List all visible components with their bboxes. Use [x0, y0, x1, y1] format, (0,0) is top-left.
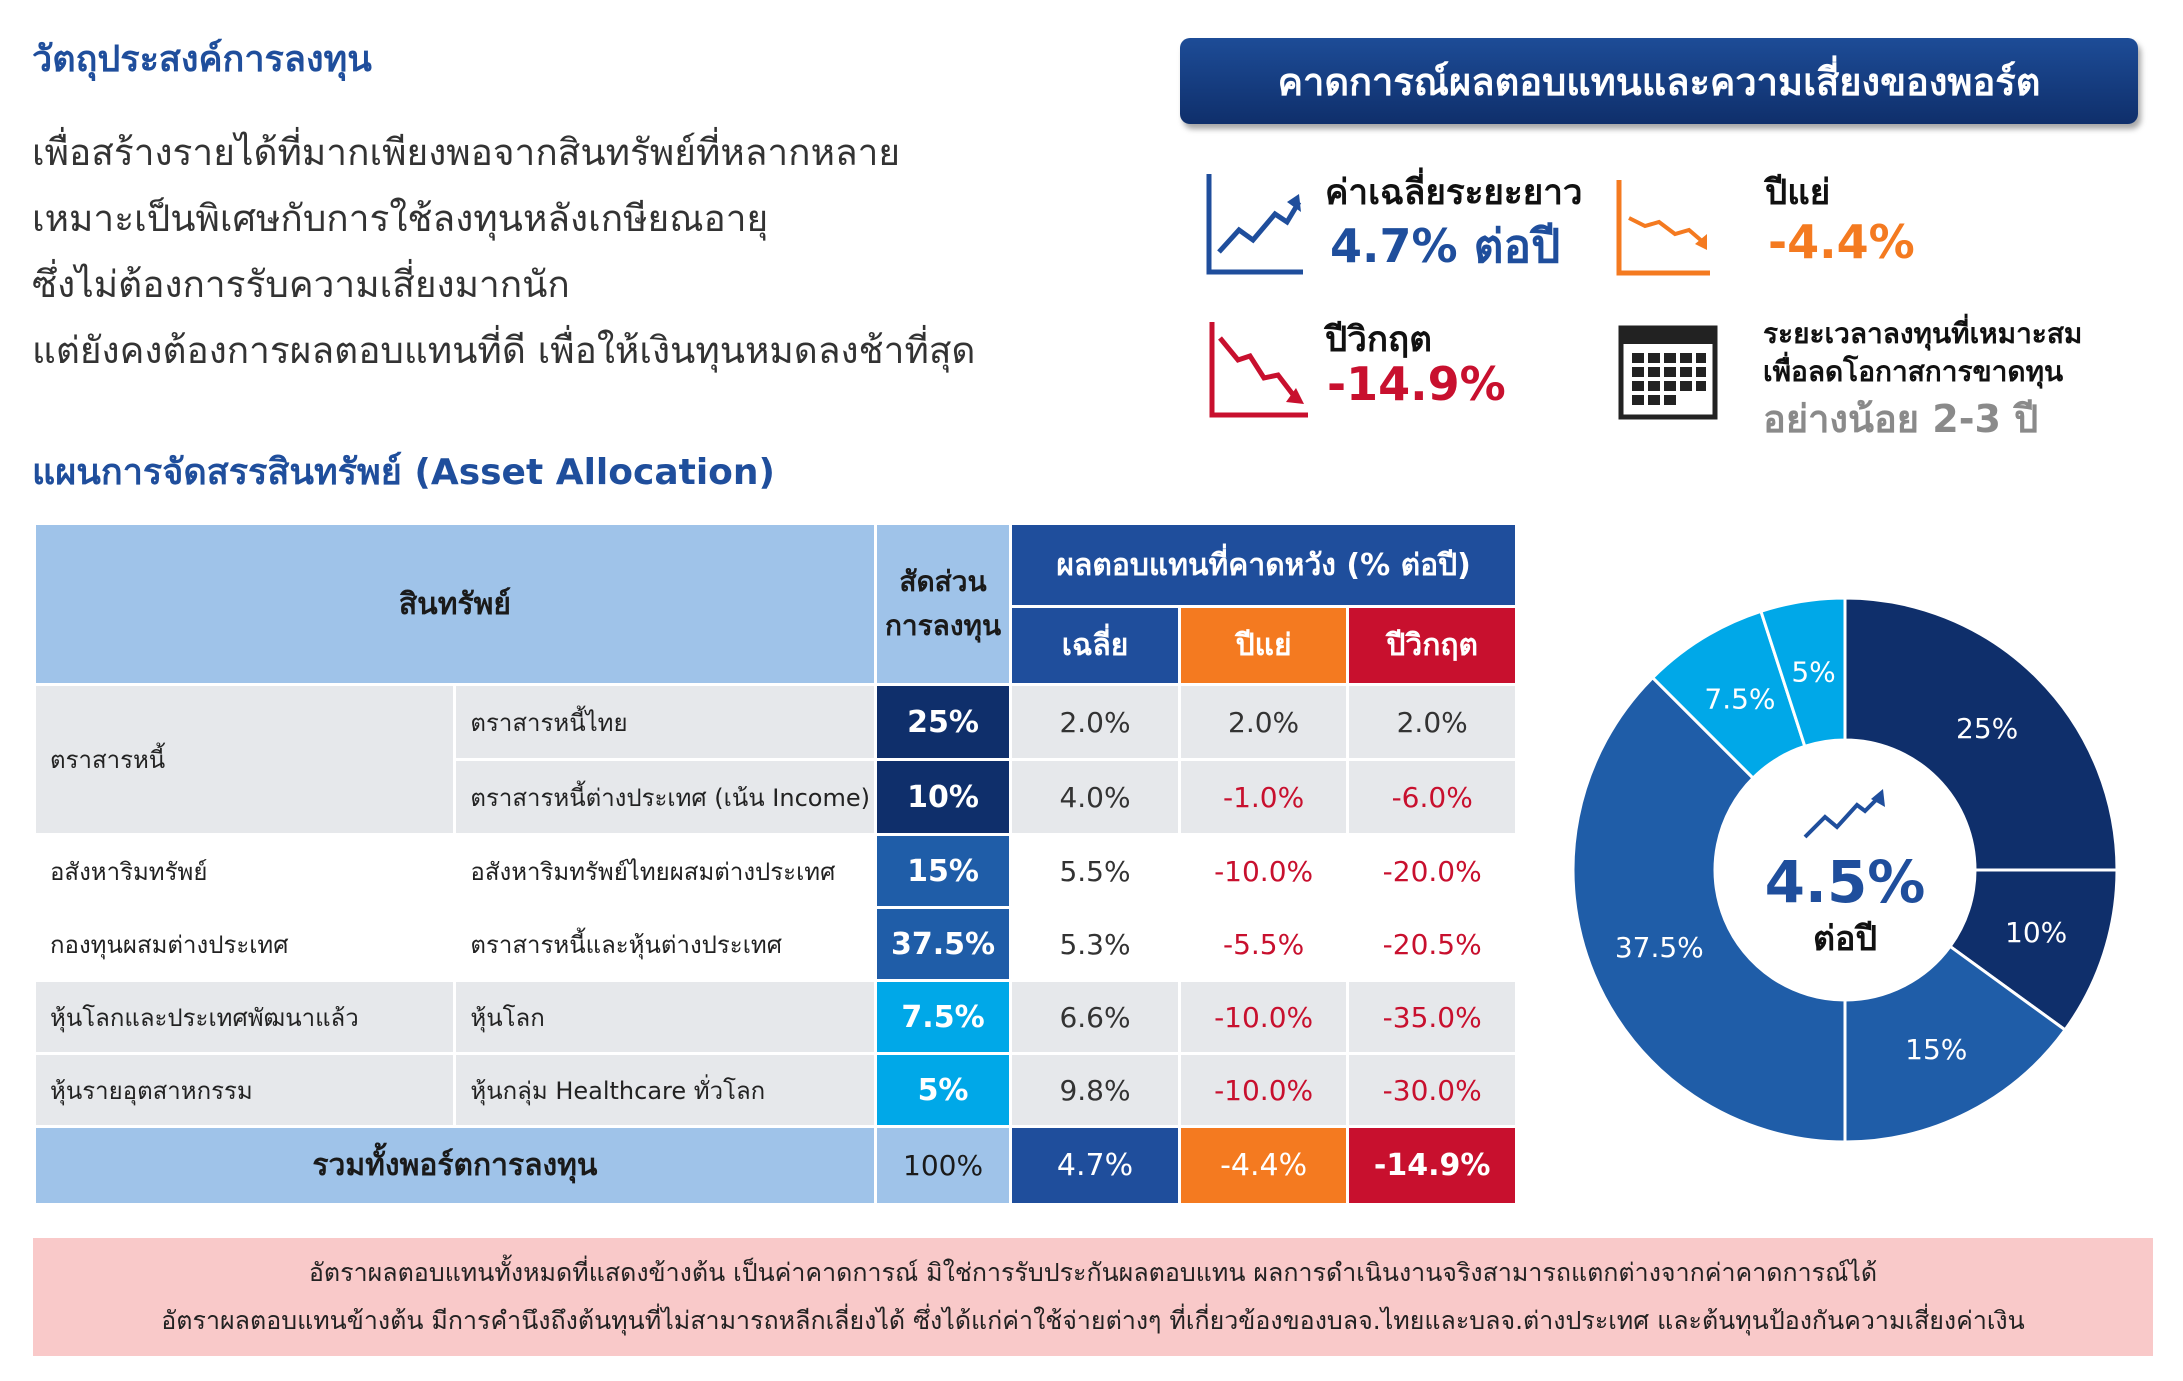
weight-cell: 7.5% [876, 982, 1010, 1052]
objective-line: ซึ่งไม่ต้องการรับความเสี่ยงมากนัก [32, 263, 570, 306]
avg-cell: 4.0% [1012, 761, 1178, 833]
objective-line: เหมาะเป็นพิเศษกับการใช้ลงทุนหลังเกษียณอา… [32, 197, 769, 240]
category-cell: หุ้นโลกและประเทศพัฒนาแล้ว [36, 982, 454, 1052]
bad-year-value: -4.4% [1768, 215, 1915, 269]
weight-cell: 25% [876, 686, 1010, 758]
bad-cell: -5.5% [1180, 909, 1347, 979]
weight-cell: 37.5% [876, 909, 1010, 979]
header-expected-return: ผลตอบแทนที่คาดหวัง (% ต่อปี) [1012, 525, 1515, 605]
avg-cell: 2.0% [1012, 686, 1178, 758]
weight-cell: 15% [876, 836, 1010, 906]
calendar-icon [1618, 325, 1718, 420]
donut-slice-label: 5% [1791, 655, 1835, 688]
category-cell: ตราสารหนี้ [36, 686, 454, 833]
trend-down-icon [1616, 180, 1710, 276]
objective-line: แต่ยังคงต้องการผลตอบแทนที่ดี เพื่อให้เงิ… [32, 329, 976, 372]
category-cell: หุ้นรายอุตสาหกรรม [36, 1055, 454, 1125]
avg-cell: 5.3% [1012, 909, 1178, 979]
long-term-label: ค่าเฉลี่ยระยะยาว [1325, 173, 1583, 213]
header-weight: สัดส่วน การลงทุน [876, 525, 1010, 683]
crisis-value: -14.9% [1327, 357, 1506, 411]
crisis-cell: -35.0% [1349, 982, 1515, 1052]
allocation-donut-chart: 25% 10% 15% 37.5% 7.5% 5% 4.5% ต่อปี [1571, 596, 2119, 1144]
donut-slice-label: 25% [1956, 712, 2018, 745]
bad-cell: -10.0% [1180, 1055, 1347, 1125]
avg-cell: 6.6% [1012, 982, 1178, 1052]
asset-cell: อสังหาริมทรัพย์ไทยผสมต่างประเทศ [456, 836, 874, 906]
total-bad: -4.4% [1180, 1128, 1347, 1203]
crisis-cell: -20.0% [1349, 836, 1515, 906]
total-avg: 4.7% [1012, 1128, 1178, 1203]
header-weight-line1: สัดส่วน [899, 565, 987, 598]
crisis-cell: 2.0% [1349, 686, 1515, 758]
header-crisis-year: ปีวิกฤต [1349, 608, 1515, 683]
header-weight-line2: การลงทุน [884, 609, 1002, 642]
crisis-cell: -6.0% [1349, 761, 1515, 833]
asset-cell: ตราสารหนี้และหุ้นต่างประเทศ [456, 909, 874, 979]
crisis-label: ปีวิกฤต [1325, 320, 1432, 360]
category-cell: อสังหาริมทรัพย์ [36, 836, 454, 906]
donut-slice-label: 15% [1905, 1033, 1967, 1066]
donut-slice [1843, 596, 2119, 872]
objective-title: วัตถุประสงค์การลงทุน [32, 39, 372, 80]
header-avg: เฉลี่ย [1012, 608, 1178, 683]
header-asset: สินทรัพย์ [36, 525, 874, 683]
total-crisis: -14.9% [1349, 1128, 1515, 1203]
total-weight: 100% [876, 1128, 1010, 1203]
donut-hole [1715, 740, 1975, 1000]
asset-cell: ตราสารหนี้ไทย [456, 686, 874, 758]
donut-slice-label: 10% [2005, 916, 2067, 949]
allocation-title: แผนการจัดสรรสินทรัพย์ (Asset Allocation) [32, 452, 775, 493]
asset-cell: หุ้นกลุ่ม Healthcare ทั่วโลก [456, 1055, 874, 1125]
donut-center-value: 4.5% [1765, 848, 1926, 916]
objective-line: เพื่อสร้างรายได้ที่มากเพียงพอจากสินทรัพย… [32, 131, 901, 174]
objective-text: เพื่อสร้างรายได้ที่มากเพียงพอจากสินทรัพย… [32, 120, 1152, 384]
trend-up-icon [1206, 174, 1303, 275]
trend-crash-icon [1209, 322, 1308, 418]
bad-cell: -10.0% [1180, 982, 1347, 1052]
disclaimer-box: อัตราผลตอบแทนทั้งหมดที่แสดงข้างต้น เป็นค… [33, 1238, 2153, 1356]
asset-cell: หุ้นโลก [456, 982, 874, 1052]
header-bad-year: ปีแย่ [1180, 608, 1347, 683]
bad-year-label: ปีแย่ [1765, 173, 1831, 213]
horizon-value: อย่างน้อย 2-3 ปี [1763, 397, 2039, 441]
avg-cell: 5.5% [1012, 836, 1178, 906]
disclaimer-line: อัตราผลตอบแทนข้างต้น มีการคำนึงถึงต้นทุน… [161, 1306, 2025, 1335]
donut-slice-label: 37.5% [1615, 931, 1704, 964]
bad-cell: -10.0% [1180, 836, 1347, 906]
weight-cell: 10% [876, 761, 1010, 833]
donut-center-trend-icon [1803, 789, 1885, 839]
crisis-cell: -30.0% [1349, 1055, 1515, 1125]
avg-cell: 9.8% [1012, 1055, 1178, 1125]
horizon-label-1: ระยะเวลาลงทุนที่เหมาะสม [1763, 317, 2083, 350]
total-label: รวมทั้งพอร์ตการลงทุน [36, 1128, 874, 1203]
bad-cell: -1.0% [1180, 761, 1347, 833]
bad-cell: 2.0% [1180, 686, 1347, 758]
asset-cell: ตราสารหนี้ต่างประเทศ (เน้น Income) [456, 761, 874, 833]
risk-banner: คาดการณ์ผลตอบแทนและความเสี่ยงของพอร์ต [1180, 38, 2138, 124]
long-term-value: 4.7% ต่อปี [1330, 219, 1561, 273]
crisis-cell: -20.5% [1349, 909, 1515, 979]
allocation-table: สินทรัพย์ สัดส่วน การลงทุน ผลตอบแทนที่คา… [33, 522, 1518, 1206]
weight-cell: 5% [876, 1055, 1010, 1125]
donut-center-label: ต่อปี [1813, 919, 1877, 959]
category-cell: กองทุนผสมต่างประเทศ [36, 909, 454, 979]
donut-slice-label: 7.5% [1704, 683, 1775, 716]
horizon-label-2: เพื่อลดโอกาสการขาดทุน [1763, 355, 2064, 388]
disclaimer-line: อัตราผลตอบแทนทั้งหมดที่แสดงข้างต้น เป็นค… [308, 1258, 1878, 1287]
